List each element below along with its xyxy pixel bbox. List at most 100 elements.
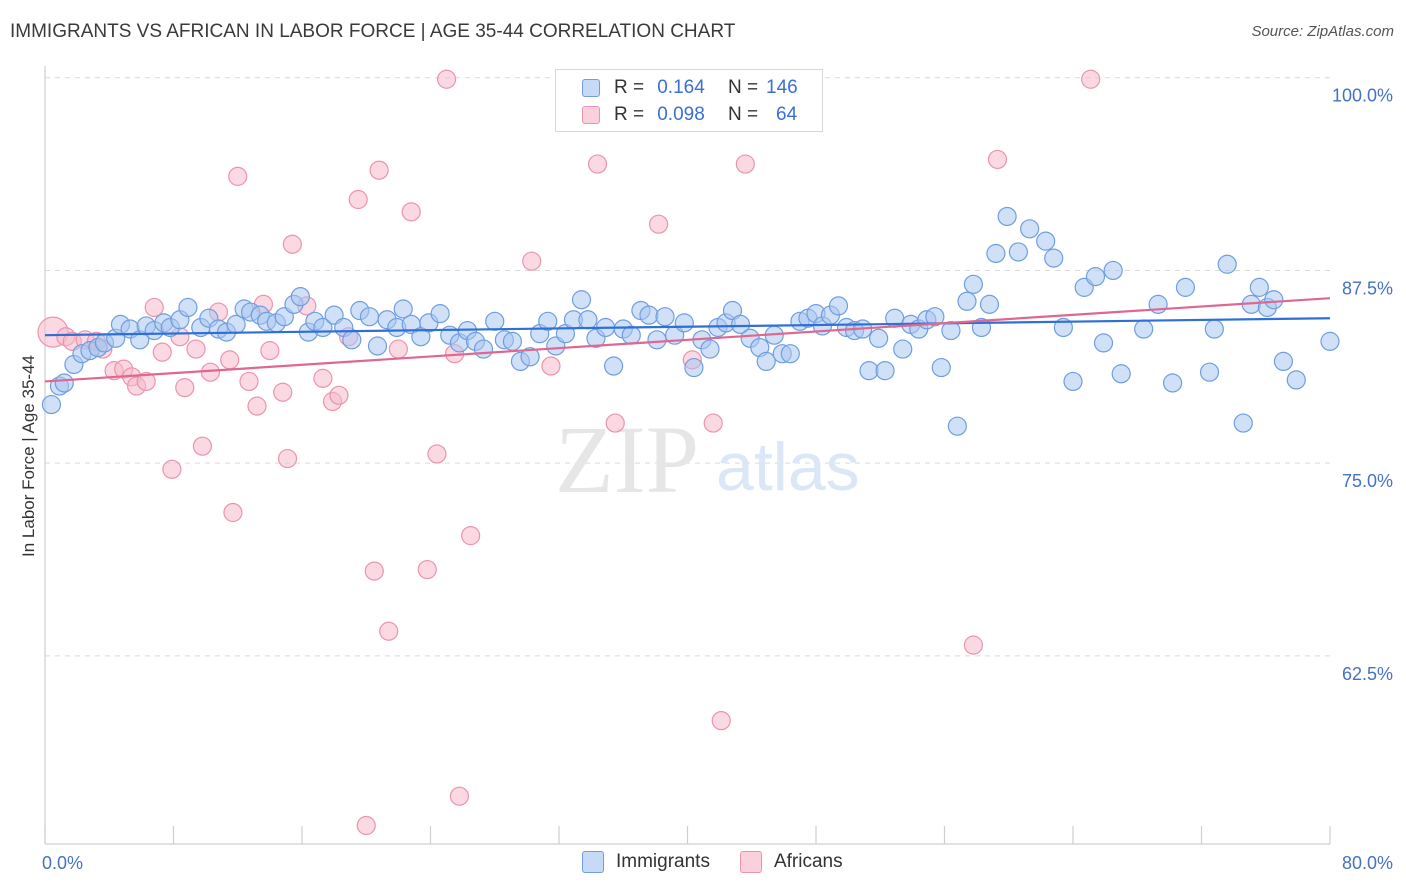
- africans-point: [388, 339, 408, 359]
- legend-n-value: 64: [776, 104, 798, 125]
- africans-point: [369, 160, 389, 180]
- x-tick-label: 80.0%: [1342, 853, 1393, 873]
- africans-point: [711, 711, 731, 731]
- africans-point: [223, 502, 243, 523]
- immigrants-point: [979, 294, 1000, 314]
- watermark-atlas: atlas: [716, 429, 860, 505]
- watermark: ZIP atlas: [555, 406, 860, 513]
- immigrants-point: [730, 314, 751, 335]
- africans-point: [417, 559, 437, 580]
- y-tick-label: 87.5%: [1342, 278, 1393, 298]
- immigrants-point: [639, 305, 659, 325]
- immigrants-point: [1053, 317, 1073, 338]
- immigrants-point: [1008, 242, 1028, 262]
- immigrants-point: [538, 311, 558, 331]
- legend-r-value: 0.098: [657, 104, 705, 125]
- africans-point: [436, 69, 457, 89]
- immigrants-point: [859, 361, 879, 381]
- africans-point: [987, 149, 1008, 170]
- immigrants-point: [1103, 260, 1123, 281]
- immigrants-point: [828, 296, 849, 316]
- immigrants-point: [54, 373, 74, 393]
- immigrants-point: [1217, 254, 1237, 274]
- legend-n-value: 146: [766, 77, 798, 98]
- africans-point: [461, 526, 481, 546]
- immigrants-point: [393, 299, 413, 319]
- y-tick-label: 62.5%: [1342, 664, 1393, 684]
- y-tick-label: 100.0%: [1332, 86, 1393, 106]
- africans-point: [192, 436, 213, 456]
- immigrants-point: [986, 243, 1006, 264]
- africans-point: [329, 385, 349, 405]
- immigrants-point: [1020, 219, 1040, 239]
- africans-point: [186, 339, 206, 359]
- watermark-zip: ZIP: [555, 406, 699, 513]
- immigrants-point: [756, 351, 776, 372]
- immigrants-point: [1199, 362, 1220, 382]
- immigrants-point: [1233, 413, 1253, 433]
- trend-lines: [44, 297, 1331, 383]
- bottom-legend-africans: Africans: [739, 851, 843, 873]
- legend: R = 0.164 N = 146 R = 0.098 N = 64: [555, 69, 823, 132]
- immigrants-point: [1134, 319, 1154, 339]
- immigrants-point: [869, 328, 889, 348]
- immigrants-point: [367, 336, 388, 356]
- immigrants-point: [1286, 370, 1306, 390]
- immigrants-point: [925, 307, 945, 327]
- legend-row-africans: R = 0.098 N = 64: [582, 103, 797, 127]
- y-tick-label: 75.0%: [1342, 471, 1393, 491]
- immigrants-point: [473, 339, 494, 359]
- legend-r-label: R =: [614, 77, 645, 98]
- africans-point: [348, 189, 368, 210]
- immigrants-point: [1085, 267, 1106, 287]
- immigrants-point: [1036, 231, 1056, 251]
- immigrants-point: [997, 206, 1017, 227]
- immigrants-point: [780, 344, 800, 364]
- immigrants-point: [893, 339, 913, 359]
- africans-point: [260, 341, 280, 361]
- africans-swatch: [582, 106, 600, 124]
- bottom-legend-immigrants: Immigrants: [582, 851, 710, 873]
- africans-point: [648, 214, 669, 234]
- africans-point: [313, 368, 333, 388]
- legend-r-label: R =: [614, 104, 645, 125]
- africans-point: [136, 371, 156, 392]
- immigrants-point: [941, 320, 961, 341]
- source-label: Source: ZipAtlas.com: [1251, 23, 1394, 40]
- immigrants-points: [41, 206, 1340, 436]
- immigrants-point: [1249, 277, 1269, 297]
- legend-r-value: 0.164: [657, 77, 705, 98]
- immigrants-point: [647, 330, 667, 350]
- immigrants-swatch: [582, 79, 600, 97]
- africans-point: [175, 378, 195, 398]
- immigrants-point: [578, 310, 598, 330]
- africans-point: [277, 448, 298, 469]
- immigrants-point: [700, 339, 720, 359]
- immigrants-point: [1063, 371, 1083, 392]
- bottom-legend: Immigrants Africans: [582, 851, 873, 873]
- africans-point: [152, 342, 172, 362]
- africans-point: [144, 297, 164, 318]
- africans-point: [427, 444, 447, 464]
- africans-trend-line: [44, 297, 1331, 383]
- africans-point: [239, 371, 259, 392]
- immigrants-point: [1175, 277, 1196, 297]
- africans-point: [379, 621, 399, 641]
- africans-point: [449, 786, 470, 806]
- africans-point: [735, 154, 755, 174]
- immigrants-point: [1044, 248, 1064, 268]
- immigrants-point: [290, 287, 310, 307]
- immigrants-point: [359, 307, 380, 327]
- legend-n-label: N =: [728, 77, 759, 98]
- x-tick-label: 0.0%: [42, 853, 83, 873]
- immigrants-point: [1204, 319, 1224, 339]
- immigrants-point: [957, 291, 977, 311]
- bottom-legend-label: Immigrants: [616, 851, 710, 872]
- immigrants-point: [1320, 331, 1340, 351]
- africans-point: [1081, 69, 1101, 89]
- africans-point: [228, 166, 248, 186]
- legend-n-label: N =: [728, 104, 759, 125]
- immigrants-point: [604, 356, 624, 376]
- immigrants-point: [1111, 364, 1131, 384]
- africans-point: [364, 561, 384, 581]
